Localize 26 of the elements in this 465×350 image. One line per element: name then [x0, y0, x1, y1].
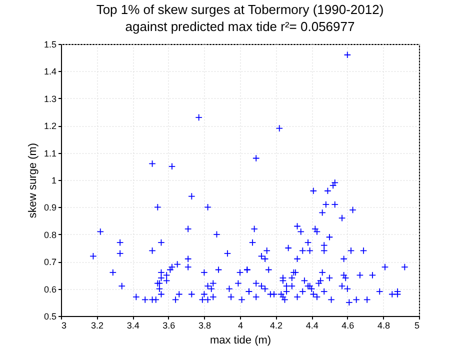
x-tick-label: 3.6: [162, 320, 176, 330]
y-tick-label: 1.4: [44, 66, 56, 77]
x-tick-label: 3: [62, 320, 67, 330]
x-tick-label: 5: [414, 320, 420, 330]
text: against predicted max tide r²= 0.056977: [125, 19, 355, 34]
y-tick-label: 0.5: [44, 312, 56, 322]
x-tick-label: 4.6: [342, 320, 354, 330]
x-tick-label: 3.2: [91, 320, 104, 330]
x-tick-label: 4.2: [270, 320, 283, 330]
x-tick-label: 3.8: [198, 320, 211, 330]
y-tick-label: 1.1: [44, 148, 56, 158]
y-tick-label: 0.8: [44, 230, 56, 240]
y-axis-title: skew surge (m): [26, 142, 39, 218]
y-tick-label: 1: [51, 176, 56, 186]
y-tick-label: 0.9: [44, 202, 56, 213]
text: Top 1% of skew surges at Tobermory (1990-2012): [96, 2, 384, 17]
y-tick-label: 1.3: [44, 94, 56, 104]
x-axis-title: max tide (m): [210, 334, 272, 346]
y-tick-label: 1.5: [44, 40, 56, 50]
x-tick-label: 4.4: [306, 320, 318, 330]
x-tick-label: 4.8: [377, 320, 390, 330]
y-tick-label: 0.7: [44, 257, 56, 268]
x-tick-label: 4: [238, 320, 244, 330]
x-tick-label: 3.4: [126, 320, 140, 330]
y-tick-label: 1.2: [44, 121, 56, 132]
y-tick-label: 0.6: [44, 284, 56, 294]
